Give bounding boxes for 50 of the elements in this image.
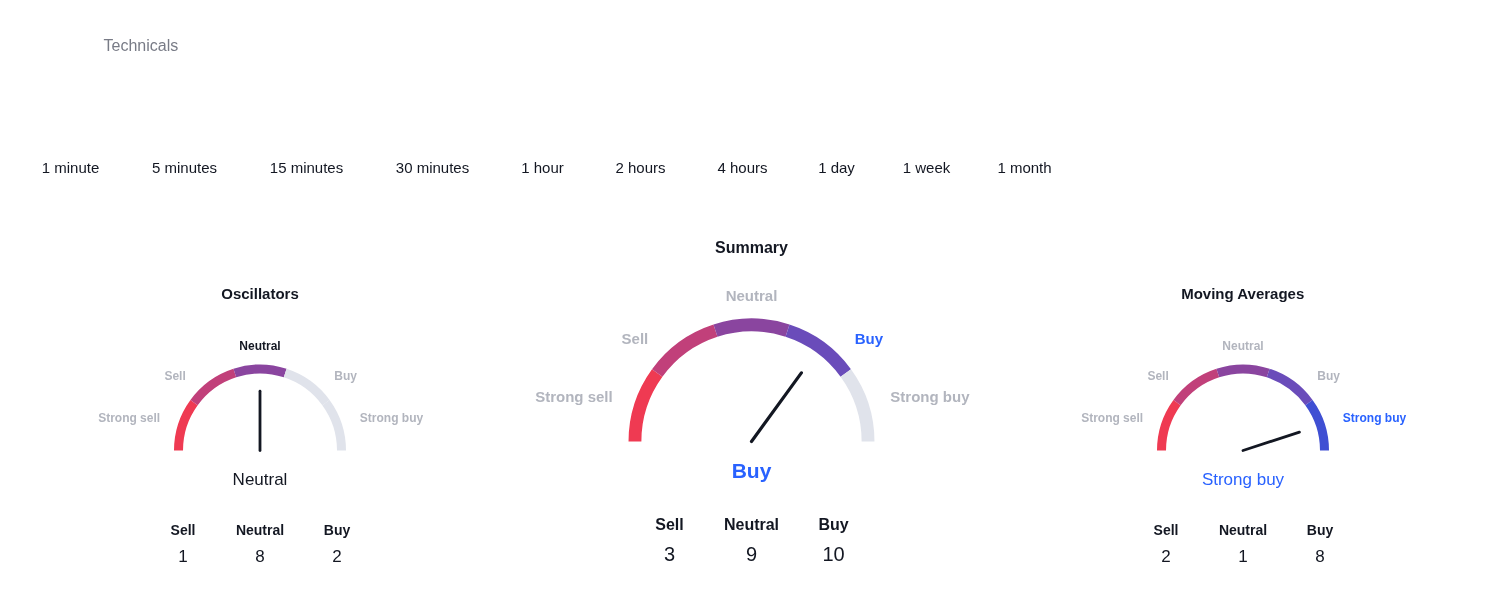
text: Neutral bbox=[232, 470, 288, 489]
text: 1 month bbox=[997, 159, 1052, 176]
slice-label: Neutral bbox=[1222, 338, 1264, 353]
slice-label: Neutral bbox=[239, 338, 281, 353]
text: 1 week bbox=[902, 159, 951, 176]
category-label: Neutral bbox=[1218, 521, 1268, 538]
slice-label: Strong buy bbox=[1342, 411, 1407, 426]
text: 2 hours bbox=[615, 159, 666, 176]
text: 1 minute bbox=[41, 159, 100, 176]
slice-label: Buy bbox=[334, 369, 358, 384]
slice-label: Buy bbox=[854, 329, 884, 347]
text: Buy bbox=[731, 459, 772, 482]
chart-title: Oscillators bbox=[221, 285, 299, 302]
text: 30 minutes bbox=[395, 159, 470, 176]
text: 15 minutes bbox=[269, 159, 344, 176]
category-label: Buy bbox=[323, 521, 351, 538]
category-label: Neutral bbox=[723, 516, 780, 533]
slice-label: Sell bbox=[621, 329, 649, 347]
text: 1 hour bbox=[521, 159, 564, 176]
text: Strong buy bbox=[1201, 470, 1285, 489]
data-label: 8 bbox=[1315, 546, 1325, 566]
slice-label: Strong sell bbox=[535, 387, 613, 405]
slice-label: Buy bbox=[1317, 369, 1341, 384]
data-label: 3 bbox=[663, 542, 676, 565]
data-label: 10 bbox=[822, 542, 845, 565]
slice-label: Sell bbox=[164, 369, 186, 384]
category-label: Buy bbox=[818, 516, 849, 533]
slice-label: Sell bbox=[1147, 369, 1169, 384]
data-label: 8 bbox=[255, 546, 265, 566]
slice-label: Strong sell bbox=[1081, 411, 1144, 426]
chart-title: Summary bbox=[715, 239, 789, 257]
category-label: Buy bbox=[1306, 521, 1334, 538]
category-label: Sell bbox=[655, 516, 684, 533]
category-label: Sell bbox=[170, 521, 196, 538]
text: 1 day bbox=[818, 159, 856, 176]
category-label: Sell bbox=[1153, 521, 1179, 538]
category-label: Neutral bbox=[235, 521, 285, 538]
slice-label: Strong buy bbox=[359, 411, 424, 426]
data-label: 2 bbox=[332, 546, 342, 566]
data-label: 9 bbox=[745, 542, 758, 565]
text: Technicals bbox=[103, 37, 179, 54]
slice-label: Strong buy bbox=[890, 387, 971, 405]
text: 4 hours bbox=[717, 159, 768, 176]
slice-label: Strong sell bbox=[98, 411, 161, 426]
chart-title: Moving Averages bbox=[1181, 285, 1305, 302]
data-label: 2 bbox=[1161, 546, 1171, 566]
data-label: 1 bbox=[178, 546, 188, 566]
slice-label: Neutral bbox=[725, 287, 778, 305]
text: 5 minutes bbox=[151, 159, 218, 176]
data-label: 1 bbox=[1238, 546, 1248, 566]
